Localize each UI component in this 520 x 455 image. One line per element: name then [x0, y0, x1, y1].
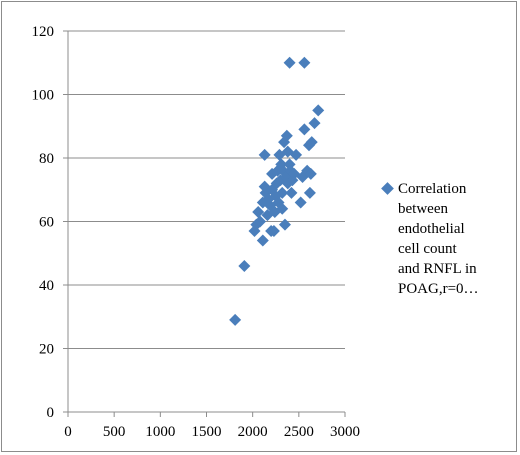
- data-point: [298, 123, 311, 136]
- x-tick-label: 500: [103, 424, 126, 440]
- data-point: [285, 186, 298, 199]
- data-point: [290, 148, 303, 161]
- axes: [63, 30, 346, 417]
- data-point: [294, 196, 307, 209]
- y-tick-label: 20: [39, 342, 54, 358]
- x-tick-label: 2500: [284, 424, 314, 440]
- data-point: [252, 205, 265, 218]
- data-point: [280, 129, 293, 142]
- data-point: [304, 167, 317, 180]
- x-tick-label: 0: [64, 424, 72, 440]
- data-point: [303, 186, 316, 199]
- data-point: [256, 234, 269, 247]
- data-point: [267, 225, 280, 238]
- y-tick-label: 40: [39, 278, 54, 294]
- x-tick-label: 3000: [330, 424, 360, 440]
- x-tick-label: 1500: [192, 424, 222, 440]
- data-point: [276, 202, 289, 215]
- data-point: [278, 218, 291, 231]
- data-point: [298, 56, 311, 69]
- data-point: [229, 313, 242, 326]
- data-points: [229, 56, 325, 326]
- y-tick-label: 100: [32, 88, 55, 104]
- y-tick-label: 0: [47, 405, 55, 421]
- x-tick-label: 2000: [238, 424, 268, 440]
- data-point: [283, 56, 296, 69]
- y-tick-label: 60: [39, 215, 54, 231]
- data-point: [258, 148, 271, 161]
- data-point: [312, 104, 325, 117]
- legend-label: Correlation between endothelial cell cou…: [398, 181, 479, 297]
- y-tick-label: 120: [32, 24, 55, 40]
- data-point: [276, 186, 289, 199]
- data-point: [254, 215, 267, 228]
- tick-labels: 0 20 40 60 80 100 120 0 500 1000 1500 2000 2500 3000: [32, 24, 361, 440]
- data-point: [305, 136, 318, 149]
- gridlines: [68, 30, 345, 349]
- x-tick-label: 1000: [145, 424, 175, 440]
- data-point: [238, 259, 251, 272]
- y-tick-label: 80: [39, 151, 54, 167]
- data-point: [308, 117, 321, 130]
